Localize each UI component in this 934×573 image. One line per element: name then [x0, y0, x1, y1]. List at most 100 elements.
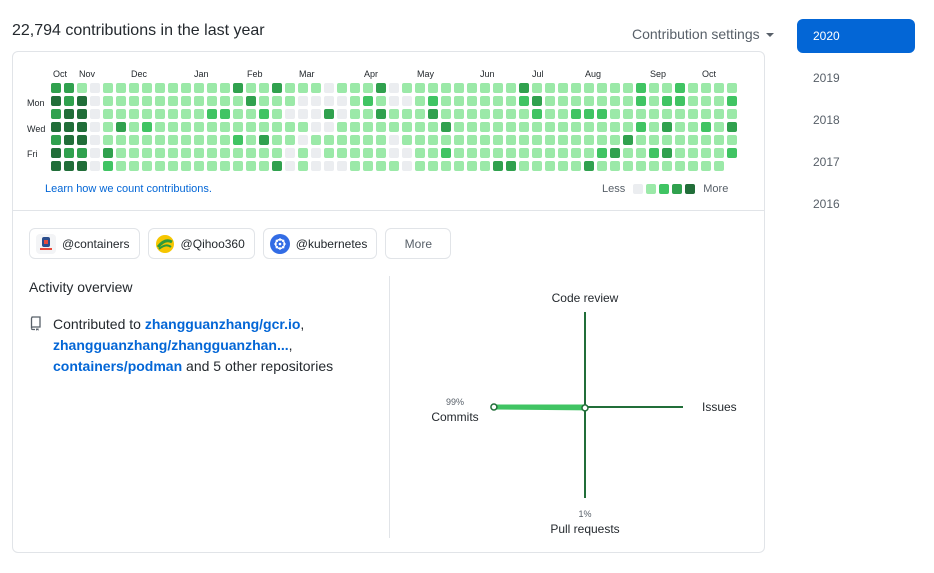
calendar-day[interactable] — [155, 122, 165, 132]
calendar-day[interactable] — [454, 148, 464, 158]
calendar-day[interactable] — [402, 161, 412, 171]
calendar-day[interactable] — [701, 109, 711, 119]
calendar-day[interactable] — [506, 161, 516, 171]
calendar-day[interactable] — [207, 161, 217, 171]
calendar-day[interactable] — [51, 122, 61, 132]
calendar-day[interactable] — [77, 161, 87, 171]
calendar-day[interactable] — [337, 148, 347, 158]
calendar-day[interactable] — [155, 135, 165, 145]
calendar-day[interactable] — [441, 161, 451, 171]
calendar-day[interactable] — [142, 96, 152, 106]
calendar-day[interactable] — [662, 83, 672, 93]
calendar-day[interactable] — [610, 122, 620, 132]
calendar-day[interactable] — [207, 109, 217, 119]
calendar-day[interactable] — [324, 122, 334, 132]
calendar-day[interactable] — [168, 96, 178, 106]
calendar-day[interactable] — [454, 135, 464, 145]
calendar-day[interactable] — [90, 96, 100, 106]
calendar-day[interactable] — [480, 96, 490, 106]
calendar-day[interactable] — [441, 122, 451, 132]
calendar-day[interactable] — [454, 109, 464, 119]
repo-link-gcr[interactable]: zhangguanzhang/gcr.io — [144, 316, 301, 332]
calendar-day[interactable] — [246, 148, 256, 158]
calendar-day[interactable] — [155, 109, 165, 119]
calendar-day[interactable] — [298, 96, 308, 106]
calendar-day[interactable] — [220, 122, 230, 132]
calendar-day[interactable] — [571, 135, 581, 145]
calendar-day[interactable] — [519, 161, 529, 171]
calendar-day[interactable] — [64, 109, 74, 119]
calendar-day[interactable] — [272, 109, 282, 119]
calendar-day[interactable] — [441, 96, 451, 106]
calendar-day[interactable] — [610, 161, 620, 171]
calendar-day[interactable] — [714, 161, 724, 171]
calendar-day[interactable] — [90, 122, 100, 132]
calendar-day[interactable] — [727, 96, 737, 106]
repo-link-podman[interactable]: containers/podman — [53, 358, 183, 374]
calendar-day[interactable] — [194, 135, 204, 145]
calendar-day[interactable] — [389, 83, 399, 93]
calendar-day[interactable] — [649, 122, 659, 132]
calendar-day[interactable] — [103, 122, 113, 132]
calendar-day[interactable] — [428, 148, 438, 158]
calendar-day[interactable] — [623, 83, 633, 93]
calendar-day[interactable] — [623, 148, 633, 158]
calendar-day[interactable] — [519, 135, 529, 145]
calendar-day[interactable] — [272, 161, 282, 171]
calendar-day[interactable] — [415, 122, 425, 132]
calendar-day[interactable] — [467, 122, 477, 132]
calendar-day[interactable] — [506, 96, 516, 106]
calendar-day[interactable] — [584, 83, 594, 93]
calendar-day[interactable] — [376, 148, 386, 158]
calendar-day[interactable] — [116, 161, 126, 171]
learn-contributions-link[interactable]: Learn how we count contributions. — [45, 183, 212, 195]
calendar-day[interactable] — [181, 161, 191, 171]
calendar-day[interactable] — [675, 96, 685, 106]
calendar-day[interactable] — [181, 109, 191, 119]
calendar-day[interactable] — [168, 83, 178, 93]
calendar-day[interactable] — [701, 161, 711, 171]
calendar-day[interactable] — [727, 135, 737, 145]
calendar-day[interactable] — [415, 161, 425, 171]
calendar-day[interactable] — [545, 135, 555, 145]
calendar-day[interactable] — [493, 109, 503, 119]
calendar-day[interactable] — [51, 161, 61, 171]
year-2020[interactable]: 2020 — [797, 19, 915, 53]
calendar-day[interactable] — [584, 96, 594, 106]
calendar-day[interactable] — [350, 109, 360, 119]
calendar-day[interactable] — [259, 109, 269, 119]
calendar-day[interactable] — [571, 148, 581, 158]
calendar-day[interactable] — [311, 109, 321, 119]
calendar-day[interactable] — [545, 83, 555, 93]
calendar-day[interactable] — [545, 109, 555, 119]
calendar-day[interactable] — [142, 83, 152, 93]
calendar-day[interactable] — [649, 135, 659, 145]
year-2017[interactable]: 2017 — [813, 155, 840, 169]
calendar-day[interactable] — [259, 161, 269, 171]
calendar-day[interactable] — [714, 96, 724, 106]
calendar-day[interactable] — [675, 122, 685, 132]
calendar-day[interactable] — [259, 83, 269, 93]
calendar-day[interactable] — [129, 161, 139, 171]
calendar-day[interactable] — [480, 148, 490, 158]
calendar-day[interactable] — [194, 109, 204, 119]
calendar-day[interactable] — [480, 109, 490, 119]
calendar-day[interactable] — [90, 83, 100, 93]
calendar-day[interactable] — [285, 135, 295, 145]
calendar-day[interactable] — [688, 148, 698, 158]
calendar-day[interactable] — [324, 83, 334, 93]
calendar-day[interactable] — [571, 96, 581, 106]
calendar-day[interactable] — [623, 109, 633, 119]
calendar-day[interactable] — [103, 161, 113, 171]
calendar-day[interactable] — [727, 83, 737, 93]
calendar-day[interactable] — [116, 122, 126, 132]
calendar-day[interactable] — [415, 135, 425, 145]
calendar-day[interactable] — [389, 135, 399, 145]
calendar-day[interactable] — [298, 83, 308, 93]
calendar-day[interactable] — [90, 161, 100, 171]
calendar-day[interactable] — [701, 122, 711, 132]
calendar-day[interactable] — [506, 135, 516, 145]
calendar-day[interactable] — [649, 83, 659, 93]
calendar-day[interactable] — [77, 135, 87, 145]
calendar-day[interactable] — [597, 161, 607, 171]
